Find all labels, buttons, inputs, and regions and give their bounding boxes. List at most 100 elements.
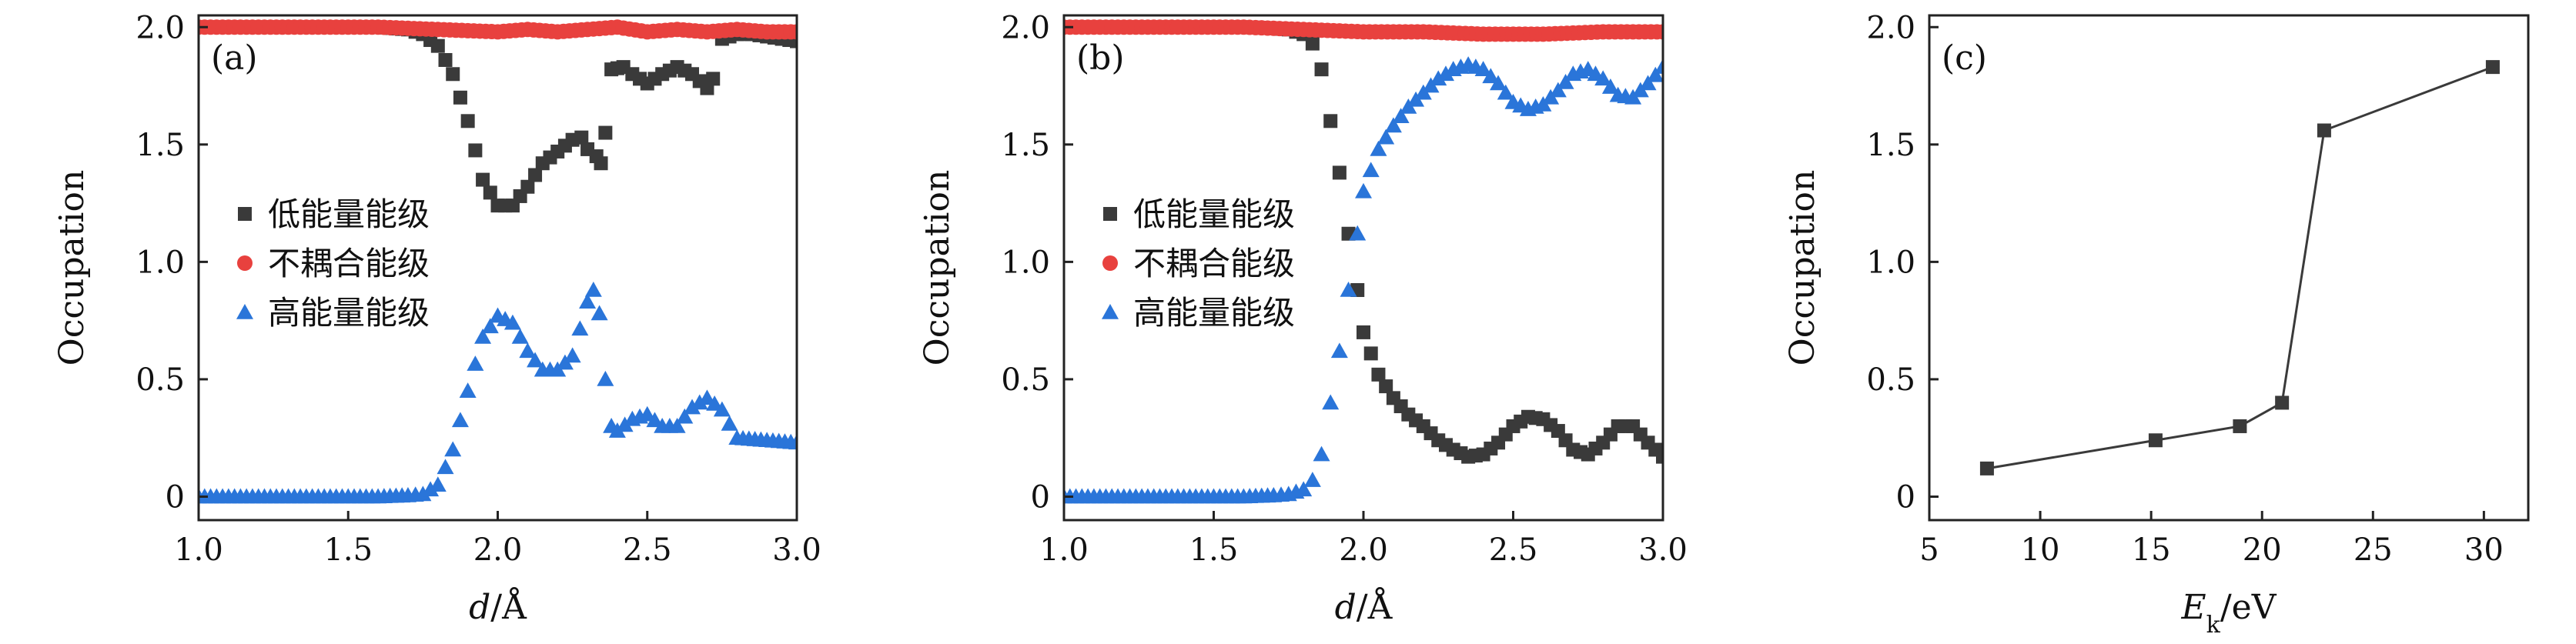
y-tick-label: 0.5 xyxy=(135,362,185,398)
panel-a-xlabel-unit: /Å xyxy=(490,586,527,627)
panel-c-xlabel: Ek/eV xyxy=(2181,588,2277,639)
data-point xyxy=(1392,108,1410,123)
data-point xyxy=(1314,62,1329,77)
data-point xyxy=(788,434,797,450)
panel-c-ticks: 5 10 15 20 25 30 0 0.5 1.0 1.5 2.0 xyxy=(1866,10,2503,568)
y-tick-label: 2.0 xyxy=(135,10,185,45)
series-line xyxy=(1986,65,2494,470)
data-point xyxy=(1601,78,1619,94)
y-tick-label: 1.0 xyxy=(135,245,185,280)
panel-a-xlabel: d/Å xyxy=(469,586,527,627)
data-point xyxy=(2275,395,2290,410)
data-point xyxy=(1474,61,1492,76)
x-tick-label: 5 xyxy=(1919,532,1939,568)
panel-c-ylabel: Occupation xyxy=(1783,170,1822,366)
data-point xyxy=(638,405,656,422)
data-point xyxy=(698,389,716,405)
data-point xyxy=(1639,75,1657,91)
data-point xyxy=(1377,128,1395,145)
data-point xyxy=(706,395,724,411)
panel-b-label: (b) xyxy=(1076,38,1125,78)
panel-b-marks xyxy=(1064,19,1663,504)
panel-b-xlabel-unit: /Å xyxy=(1357,586,1393,627)
data-point xyxy=(414,486,432,502)
data-point xyxy=(467,355,484,371)
y-tick-label: 0.5 xyxy=(1001,362,1050,398)
data-point xyxy=(646,412,664,428)
x-tick-label: 15 xyxy=(2132,532,2171,568)
data-point xyxy=(1303,472,1321,487)
data-point xyxy=(598,125,613,140)
legend-label: 不耦合能级 xyxy=(1133,245,1295,282)
data-point xyxy=(527,352,544,368)
series-3 xyxy=(1064,56,1663,504)
data-point xyxy=(468,143,483,158)
data-point xyxy=(597,370,614,386)
data-point xyxy=(444,441,462,457)
x-tick-label: 1.5 xyxy=(1189,532,1239,568)
legend-marker xyxy=(1102,304,1119,319)
data-point xyxy=(590,305,608,321)
panel-c-xlabel-var: E xyxy=(2181,588,2206,627)
x-tick-label: 1.5 xyxy=(323,532,373,568)
legend-label: 不耦合能级 xyxy=(268,245,430,282)
data-point xyxy=(1549,82,1567,98)
data-point xyxy=(429,476,447,492)
panel-c-frame xyxy=(1928,14,2530,522)
x-tick-label: 3.0 xyxy=(1638,532,1688,568)
series-2 xyxy=(199,19,797,40)
data-point xyxy=(481,318,499,334)
data-point xyxy=(503,314,521,330)
data-point xyxy=(1647,66,1663,82)
legend-marker xyxy=(238,207,252,221)
x-tick-label: 20 xyxy=(2243,532,2282,568)
legend-marker xyxy=(1102,255,1118,271)
panel-b: 1.0 1.5 2.0 2.5 3.0 0 0.5 1.0 1.5 2.0 (b) Occupat… xyxy=(918,10,1688,627)
y-tick-label: 1.5 xyxy=(135,128,185,163)
data-point xyxy=(1349,225,1367,241)
data-point xyxy=(676,408,694,424)
data-point xyxy=(476,172,490,187)
data-point xyxy=(483,185,497,200)
data-point xyxy=(2317,123,2331,138)
data-point xyxy=(2485,60,2500,75)
panel-b-ticks: 1.0 1.5 2.0 2.5 3.0 0 0.5 1.0 1.5 2.0 xyxy=(1001,10,1687,568)
data-point xyxy=(721,415,738,431)
data-point xyxy=(571,320,589,336)
data-point xyxy=(691,394,708,410)
data-point xyxy=(446,67,460,82)
data-point xyxy=(706,72,721,86)
data-point xyxy=(668,417,686,433)
panel-a-marks xyxy=(199,19,797,504)
data-point xyxy=(789,24,797,40)
legend-label: 高能量能级 xyxy=(1133,294,1295,332)
panel-b-ylabel: Occupation xyxy=(918,170,957,366)
data-point xyxy=(1322,394,1340,410)
y-tick-label: 0 xyxy=(1031,479,1050,515)
data-point xyxy=(1482,68,1500,84)
series-2 xyxy=(1064,19,1663,42)
y-tick-label: 0 xyxy=(1896,479,1915,515)
data-point xyxy=(460,114,475,128)
data-point xyxy=(684,399,701,415)
data-point xyxy=(1362,162,1380,178)
x-tick-label: 10 xyxy=(2021,532,2060,568)
legend-label: 低能量能级 xyxy=(1133,195,1295,233)
panel-a-ylabel: Occupation xyxy=(52,170,92,366)
data-point xyxy=(453,90,467,105)
data-point xyxy=(1979,461,1994,475)
panel-a-xlabel-var: d xyxy=(469,588,490,627)
data-point xyxy=(520,179,535,194)
data-point xyxy=(1384,117,1402,133)
data-point xyxy=(1295,481,1313,497)
data-point xyxy=(459,382,477,398)
panel-c-marks xyxy=(1979,60,2500,475)
data-point xyxy=(1490,75,1507,91)
legend-label: 低能量能级 xyxy=(268,195,430,233)
data-point xyxy=(1323,114,1338,128)
data-point xyxy=(519,342,537,359)
data-point xyxy=(438,52,453,67)
